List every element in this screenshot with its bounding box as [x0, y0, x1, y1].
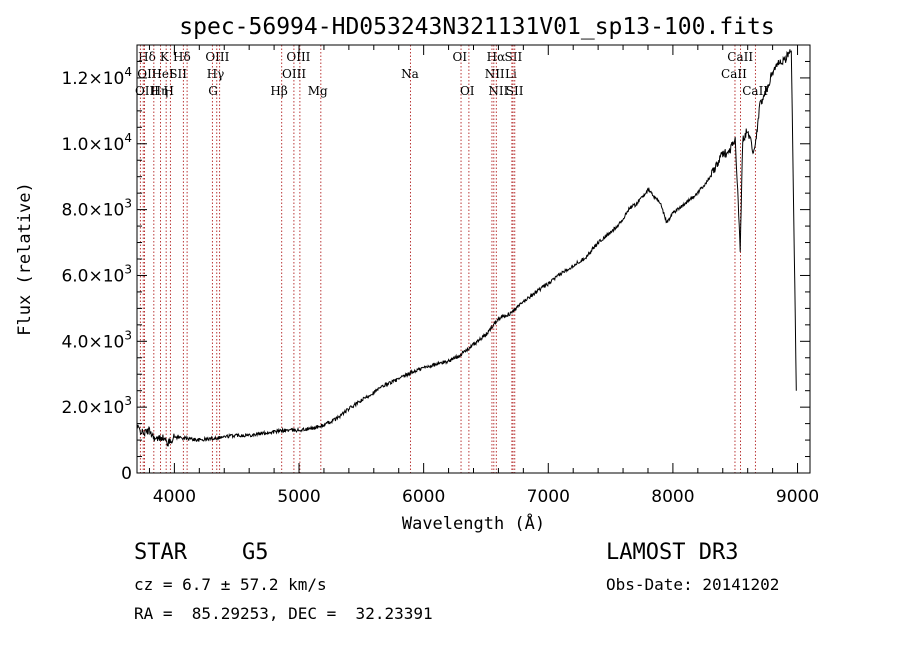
- spectral-line-label: NII: [485, 67, 505, 81]
- coordinates: RA = 85.29253, DEC = 32.23391: [134, 604, 433, 623]
- spectral-line-label: SII: [505, 50, 523, 64]
- y-tick-label: 0: [121, 464, 132, 484]
- x-tick-label: 7000: [527, 487, 570, 507]
- spectral-line-label: OIII: [282, 67, 306, 81]
- chart-title: spec-56994-HD053243N321131V01_sp13-100.f…: [179, 14, 774, 40]
- spectral-line-label: SII: [169, 67, 187, 81]
- spectral-line-label: OI: [460, 84, 475, 98]
- y-tick-exponent: 3: [124, 394, 132, 408]
- spectral-line-label: CaII: [742, 84, 768, 98]
- survey-name: LAMOST DR3: [606, 540, 739, 565]
- x-tick-label: 6000: [402, 487, 445, 507]
- spectral-line-label: Hγ: [207, 67, 225, 81]
- spectral-line-label: OIII: [205, 50, 229, 64]
- y-tick-mantissa: 6.0×10: [61, 266, 124, 286]
- spectral-line-label: Hβ: [270, 84, 287, 98]
- spectral-line-label: CaII: [721, 67, 747, 81]
- y-tick-mantissa: 0: [121, 464, 132, 484]
- spectral-line-label: SII: [506, 84, 524, 98]
- y-tick-mantissa: 2.0×10: [61, 398, 124, 418]
- y-tick-exponent: 3: [124, 262, 132, 276]
- y-tick-label: 1.0×104: [61, 131, 132, 155]
- y-tick-mantissa: 1.0×10: [61, 135, 124, 155]
- spectral-line-label: CaII: [727, 50, 753, 64]
- spectral-line-label: OIII: [286, 50, 310, 64]
- x-tick-label: 8000: [651, 487, 694, 507]
- y-tick-label: 6.0×103: [61, 262, 132, 286]
- x-axis-label: Wavelength (Å): [402, 512, 545, 534]
- spectral-line-label: G: [208, 84, 218, 98]
- spectral-line-label: Hδ: [138, 50, 156, 64]
- spectral-line-label: H: [164, 84, 174, 98]
- y-tick-exponent: 4: [124, 131, 132, 145]
- observation-date: Obs-Date: 20141202: [606, 575, 780, 594]
- y-tick-label: 1.2×104: [61, 65, 132, 89]
- spectral-line-label: Hη: [151, 84, 169, 98]
- y-tick-label: 2.0×103: [61, 394, 132, 418]
- x-tick-label: 5000: [277, 487, 320, 507]
- y-tick-exponent: 4: [124, 65, 132, 79]
- spectral-line-label: K: [160, 50, 170, 64]
- y-tick-mantissa: 1.2×10: [61, 69, 124, 89]
- spectral-line-label: OI: [453, 50, 468, 64]
- spectrum-line: [136, 49, 797, 447]
- x-tick-label: 4000: [153, 487, 196, 507]
- y-tick-mantissa: 4.0×10: [61, 332, 124, 352]
- x-tick-label: 9000: [776, 487, 819, 507]
- spectral-line-label: Mg: [308, 84, 328, 98]
- spectral-line-label: Hδ: [173, 50, 191, 64]
- spectral-line-label: NII: [488, 84, 508, 98]
- spectral-line-label: Na: [401, 67, 419, 81]
- y-tick-label: 8.0×103: [61, 197, 132, 221]
- y-tick-label: 4.0×103: [61, 328, 132, 352]
- redshift-velocity: cz = 6.7 ± 57.2 km/s: [134, 575, 327, 594]
- y-axis-label: Flux (relative): [15, 182, 35, 336]
- plot-frame: [136, 44, 811, 474]
- object-type: STAR: [134, 540, 187, 565]
- y-tick-exponent: 3: [124, 197, 132, 211]
- spectral-line-label: HeI: [151, 67, 174, 81]
- spectral-line-label: Li: [505, 67, 517, 81]
- spectral-subclass: G5: [242, 540, 269, 565]
- y-tick-exponent: 3: [124, 328, 132, 342]
- y-tick-mantissa: 8.0×10: [61, 201, 124, 221]
